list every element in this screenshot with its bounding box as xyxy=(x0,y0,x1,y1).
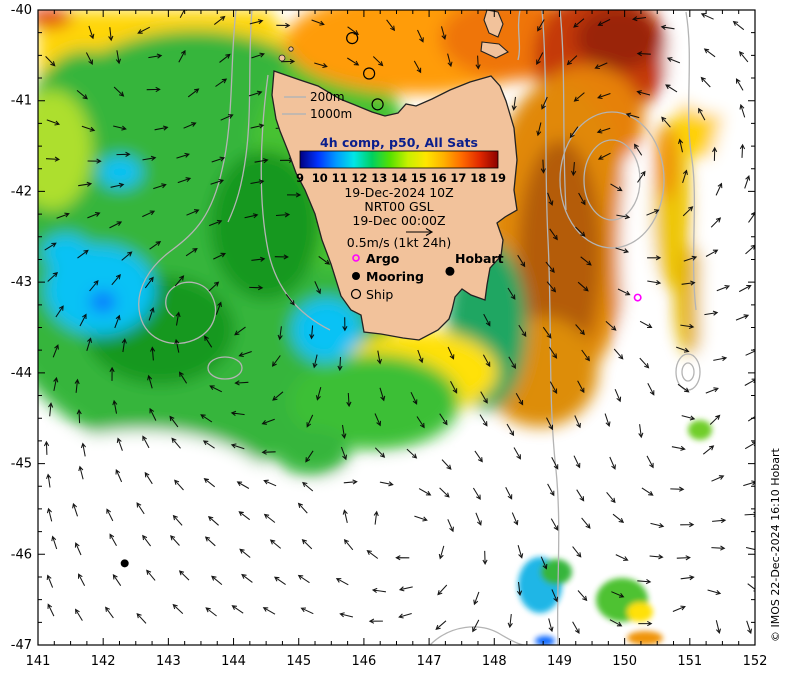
ship-label: Ship xyxy=(366,287,393,302)
velocity-scale: 0.5m/s (1kt 24h) xyxy=(347,235,451,250)
svg-text:17: 17 xyxy=(450,171,466,185)
colorbar-gradient xyxy=(299,150,499,169)
svg-text:144: 144 xyxy=(221,654,246,669)
svg-text:14: 14 xyxy=(391,171,407,185)
svg-text:-44: -44 xyxy=(11,366,32,381)
svg-text:9: 9 xyxy=(296,171,304,185)
svg-text:149: 149 xyxy=(547,654,572,669)
depth-label-1000m: 1000m xyxy=(310,107,352,121)
attribution-text: © IMOS 22-Dec-2024 16:10 Hobart xyxy=(769,447,782,642)
svg-text:-43: -43 xyxy=(11,275,32,290)
svg-text:143: 143 xyxy=(156,654,181,669)
svg-text:-45: -45 xyxy=(11,457,32,472)
svg-text:151: 151 xyxy=(677,654,702,669)
mooring-marker-icon xyxy=(352,272,360,280)
svg-text:16: 16 xyxy=(431,171,447,185)
hobart-city-dot xyxy=(445,266,455,276)
svg-text:-46: -46 xyxy=(11,547,32,562)
depth-label-200m: 200m xyxy=(310,90,345,104)
nw-islet xyxy=(278,54,286,62)
flinders-island xyxy=(483,9,504,38)
svg-text:19: 19 xyxy=(490,171,506,185)
svg-text:146: 146 xyxy=(351,654,376,669)
mooring-site xyxy=(120,559,129,568)
velocity-scale-arrow-icon xyxy=(406,228,434,236)
longitude-axis-labels: 141 142 143 144 145 146 147 148 149 150 151 152 xyxy=(26,654,768,669)
svg-text:145: 145 xyxy=(286,654,311,669)
latitude-axis-labels: -40 -41 -42 -43 -44 -45 -46 -47 xyxy=(11,3,32,653)
composite-datetime: 19-Dec-2024 10Z xyxy=(344,185,453,200)
ship-observation xyxy=(371,98,384,111)
svg-text:148: 148 xyxy=(482,654,507,669)
svg-text:-42: -42 xyxy=(11,184,32,199)
argo-float xyxy=(633,293,642,302)
observation-markers xyxy=(120,32,642,568)
axis-tick-marks xyxy=(37,9,756,646)
argo-label: Argo xyxy=(366,251,400,266)
velocity-datetime: 19-Dec 00:00Z xyxy=(352,213,445,228)
hobart-label: Hobart xyxy=(455,251,504,266)
nw-islet xyxy=(288,46,294,52)
ship-observation xyxy=(363,67,376,80)
tasmania-landmass xyxy=(271,70,518,341)
svg-text:13: 13 xyxy=(371,171,387,185)
colorbar-tick-labels: 9 10 11 12 13 14 15 16 17 18 19 xyxy=(296,171,506,185)
svg-text:10: 10 xyxy=(312,171,328,185)
svg-text:15: 15 xyxy=(411,171,427,185)
colorbar-title: 4h comp, p50, All Sats xyxy=(320,135,478,150)
landmass-group xyxy=(271,9,518,341)
product-name: NRT00 GSL xyxy=(364,199,433,214)
cape-barren-island xyxy=(480,41,509,59)
svg-text:142: 142 xyxy=(91,654,116,669)
ship-marker-icon xyxy=(350,288,362,300)
svg-text:18: 18 xyxy=(470,171,486,185)
svg-text:150: 150 xyxy=(612,654,637,669)
svg-text:152: 152 xyxy=(743,654,768,669)
argo-marker-icon xyxy=(352,254,360,262)
current-vectors xyxy=(43,10,755,635)
ship-observation xyxy=(346,32,359,45)
legend: 200m 1000m 4h comp, p50, All Sats 9 10 11 1… xyxy=(282,90,506,302)
mooring-label: Mooring xyxy=(366,269,424,284)
svg-text:-47: -47 xyxy=(11,638,32,653)
svg-text:141: 141 xyxy=(26,654,51,669)
svg-text:12: 12 xyxy=(351,171,367,185)
svg-text:11: 11 xyxy=(332,171,348,185)
svg-text:-41: -41 xyxy=(11,94,32,109)
svg-text:147: 147 xyxy=(417,654,442,669)
svg-text:-40: -40 xyxy=(11,3,32,18)
